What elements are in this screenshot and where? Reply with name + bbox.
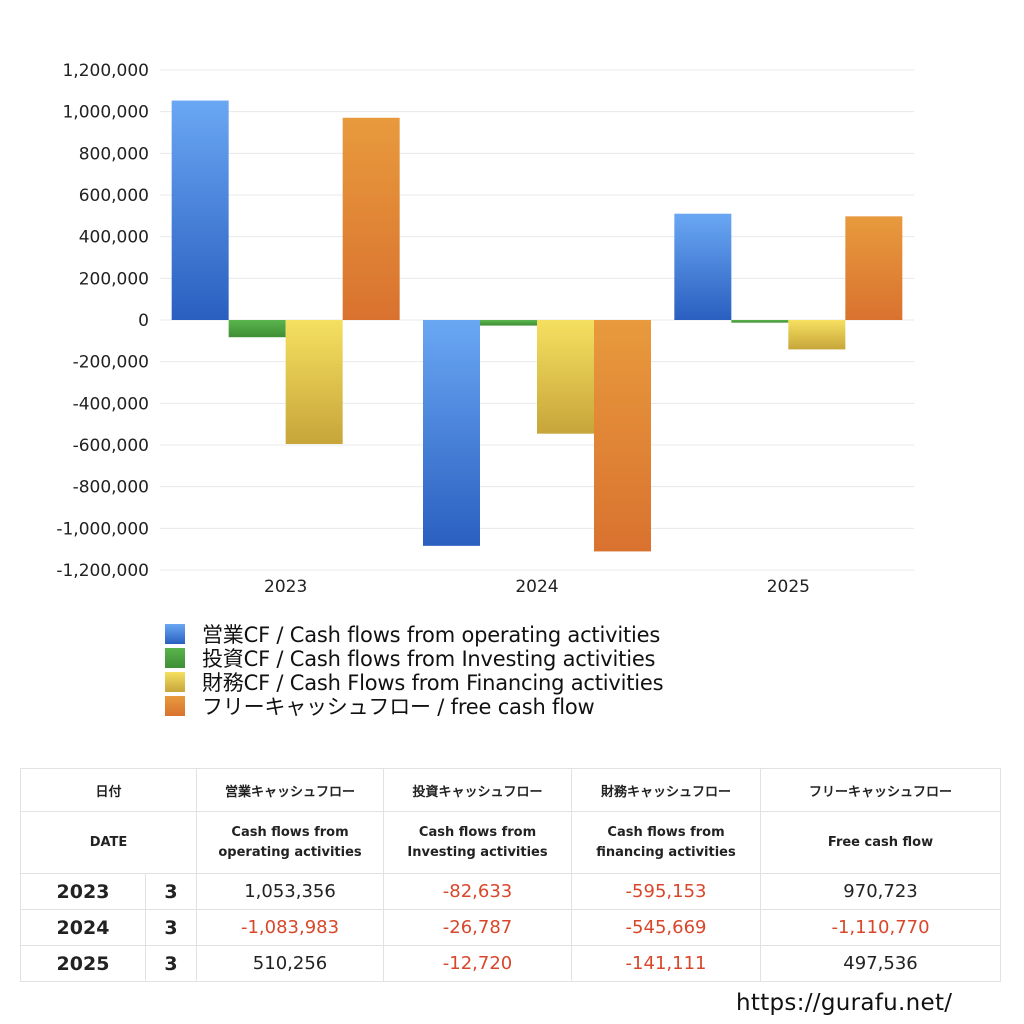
legend-swatch-financing <box>165 672 185 692</box>
legend-swatch-free-cash-flow <box>165 696 185 716</box>
gridlines <box>160 69 914 571</box>
bar-2024-series-0 <box>423 320 480 546</box>
table-row: 2025 3 510,256 -12,720 -141,111 497,536 <box>20 945 1002 982</box>
row-month: 3 <box>144 909 198 946</box>
bar-2025-series-2 <box>788 320 846 350</box>
bar-2023-series-3 <box>342 117 400 320</box>
bar-2025-series-0 <box>674 213 732 320</box>
y-axis-tick-labels: 1,200,000 1,000,000 800,000 600,000 400,000 2… <box>56 61 149 581</box>
bar-2024-series-3 <box>594 320 651 552</box>
x-axis-tick-labels: 2023 2024 2025 <box>264 577 810 597</box>
legend-item-operating: 営業CF / Cash flows from operating activit… <box>165 622 663 647</box>
y-tick-label: -1,200,000 <box>56 561 149 581</box>
legend-item-financing: 財務CF / Cash Flows from Financing activit… <box>165 670 664 695</box>
bar-2024-series-2 <box>537 320 594 434</box>
bar-2025-series-3 <box>845 216 903 320</box>
table-row: 2024 3 -1,083,983 -26,787 -545,669 -1,11… <box>20 909 1002 946</box>
y-tick-label: -1,000,000 <box>56 519 149 539</box>
y-tick-label: 400,000 <box>79 228 149 248</box>
header-financing-en: Cash flows from financing activities <box>571 811 762 874</box>
y-tick-label: 600,000 <box>79 186 149 206</box>
row-investing: -12,720 <box>383 945 573 982</box>
bars <box>171 100 903 552</box>
x-tick-label: 2023 <box>264 577 307 597</box>
row-year: 2024 <box>20 909 146 946</box>
header-financing-en-line1: Cash flows from <box>607 824 725 840</box>
header-operating-en: Cash flows from operating activities <box>196 811 385 874</box>
row-free-cash-flow: 497,536 <box>760 945 1002 982</box>
bar-chart: 1,200,000 1,000,000 800,000 600,000 400,000 2… <box>56 61 914 597</box>
row-operating: -1,083,983 <box>196 909 385 946</box>
bar-2025-series-1 <box>731 320 789 323</box>
header-investing-en-line1: Cash flows from <box>418 824 537 840</box>
header-free-cash-flow-jp: フリーキャッシュフロー <box>760 768 1002 812</box>
row-year: 2023 <box>20 873 146 910</box>
row-month: 3 <box>144 873 198 910</box>
row-operating: 1,053,356 <box>196 873 385 910</box>
header-investing-en: Cash flows from Investing activities <box>383 811 573 874</box>
row-investing: -26,787 <box>383 909 573 946</box>
y-tick-label: 200,000 <box>79 269 149 289</box>
table-row: 2023 3 1,053,356 -82,633 -595,153 970,72… <box>20 873 1002 910</box>
cash-flow-table: 日付 営業キャッシュフロー 投資キャッシュフロー 財務キャッシュフロー フリーキ… <box>19 768 1002 982</box>
header-investing-jp: 投資キャッシュフロー <box>383 768 573 812</box>
header-operating-jp: 営業キャッシュフロー <box>196 768 385 812</box>
bar-2023-series-0 <box>171 100 229 320</box>
row-financing: -595,153 <box>571 873 762 910</box>
legend-label-free-cash-flow: フリーキャッシュフロー / free cash flow <box>202 695 595 719</box>
row-free-cash-flow: 970,723 <box>760 873 1002 910</box>
row-month: 3 <box>144 945 198 982</box>
row-investing: -82,633 <box>383 873 573 910</box>
legend-item-free-cash-flow: フリーキャッシュフロー / free cash flow <box>165 694 663 719</box>
table-header-jp: 日付 営業キャッシュフロー 投資キャッシュフロー 財務キャッシュフロー フリーキ… <box>19 768 1002 812</box>
x-tick-label: 2024 <box>515 577 558 597</box>
header-free-cash-flow-en: Free cash flow <box>760 811 1002 874</box>
y-tick-label: -200,000 <box>73 353 149 373</box>
y-tick-label: 0 <box>138 311 149 331</box>
x-tick-label: 2025 <box>767 577 810 597</box>
legend-label-operating: 営業CF / Cash flows from operating activit… <box>202 623 661 647</box>
y-tick-label: -600,000 <box>73 436 149 456</box>
header-financing-jp: 財務キャッシュフロー <box>571 768 762 812</box>
y-tick-label: 1,200,000 <box>62 61 149 81</box>
header-operating-en-line1: Cash flows from <box>231 824 349 840</box>
row-free-cash-flow: -1,110,770 <box>760 909 1002 946</box>
y-tick-label: 1,000,000 <box>62 103 149 123</box>
bar-2024-series-1 <box>480 320 537 326</box>
header-financing-en-line2: financing activities <box>596 844 736 860</box>
header-operating-en-line2: operating activities <box>218 844 362 860</box>
y-tick-label: -400,000 <box>73 394 149 414</box>
y-tick-label: -800,000 <box>73 478 149 498</box>
legend-label-financing: 財務CF / Cash Flows from Financing activit… <box>202 671 664 695</box>
legend-swatch-operating <box>165 624 185 644</box>
y-tick-label: 800,000 <box>79 144 149 164</box>
legend-swatch-investing <box>165 648 185 668</box>
header-investing-en-line2: Investing activities <box>407 844 548 860</box>
table-header-en: DATE Cash flows from operating activities… <box>19 811 1002 874</box>
bar-2023-series-2 <box>285 320 343 444</box>
row-financing: -141,111 <box>571 945 762 982</box>
legend-label-investing: 投資CF / Cash flows from Investing activit… <box>202 647 656 671</box>
header-date-en: DATE <box>19 811 198 874</box>
legend: 営業CF / Cash flows from operating activit… <box>165 622 664 719</box>
row-financing: -545,669 <box>571 909 762 946</box>
header-date-jp: 日付 <box>19 768 198 812</box>
row-year: 2025 <box>20 945 146 982</box>
bar-2023-series-1 <box>228 320 286 338</box>
row-operating: 510,256 <box>196 945 385 982</box>
legend-item-investing: 投資CF / Cash flows from Investing activit… <box>165 646 663 671</box>
site-url[interactable]: https://gurafu.net/ <box>736 990 953 1016</box>
